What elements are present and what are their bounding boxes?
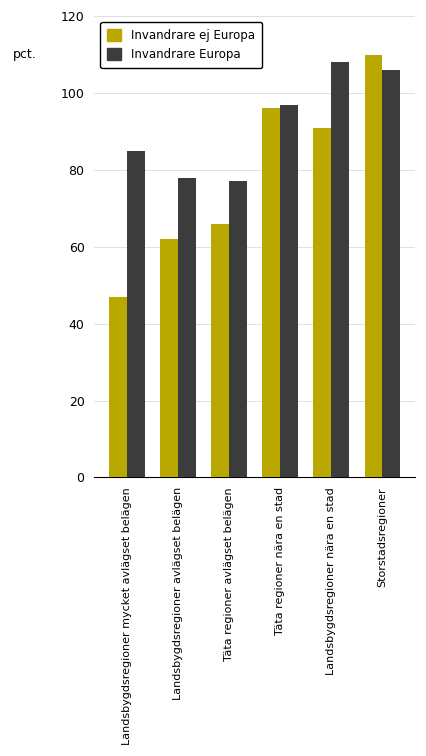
Bar — [211, 224, 229, 478]
Legend: Invandrare ej Europa, Invandrare Europa: Invandrare ej Europa, Invandrare Europa — [100, 22, 262, 68]
Bar — [365, 54, 383, 478]
Bar — [178, 178, 196, 478]
Bar — [383, 70, 400, 478]
Bar — [160, 239, 178, 478]
Bar — [229, 181, 247, 478]
Bar — [331, 62, 349, 478]
Text: pct.: pct. — [13, 48, 37, 61]
Bar — [109, 297, 127, 478]
Bar — [280, 104, 298, 478]
Bar — [127, 150, 145, 478]
Bar — [262, 108, 280, 478]
Bar — [314, 128, 331, 478]
